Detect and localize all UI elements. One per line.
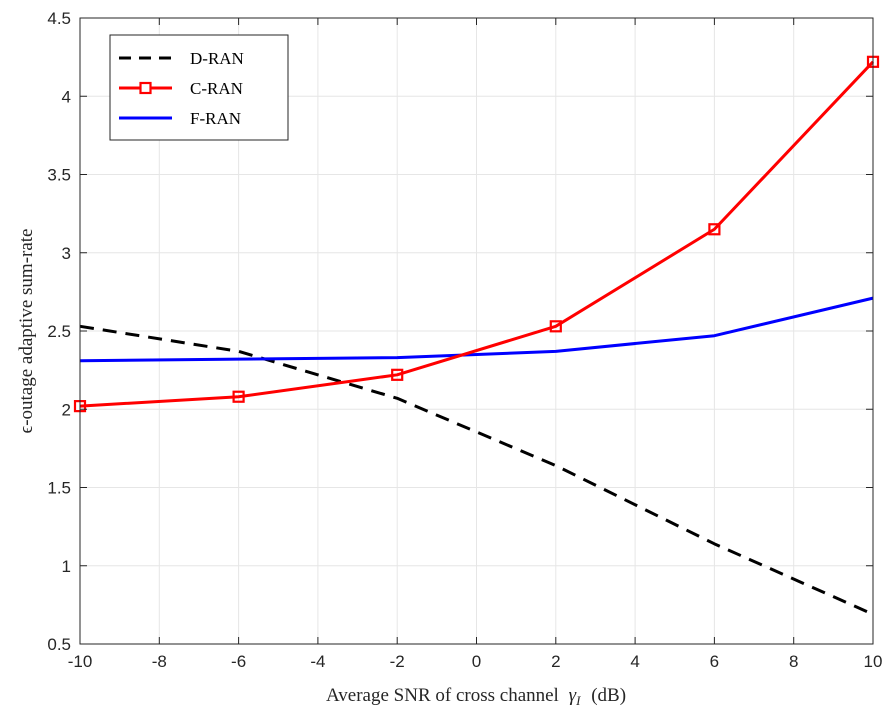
y-tick-label: 0.5 bbox=[47, 635, 71, 654]
y-tick-label: 3.5 bbox=[47, 166, 71, 185]
data-point-c-ran bbox=[232, 390, 245, 403]
y-axis-label: ϵ-outage adaptive sum-rate bbox=[16, 229, 37, 434]
x-tick-label: -4 bbox=[310, 652, 325, 671]
series-line-c-ran bbox=[79, 60, 875, 408]
x-tick-label: 4 bbox=[630, 652, 639, 671]
legend-label-f-ran: F-RAN bbox=[190, 109, 241, 128]
legend-label-c-ran: C-RAN bbox=[190, 79, 243, 98]
x-tick-label: 8 bbox=[789, 652, 798, 671]
y-tick-label: 2.5 bbox=[47, 322, 71, 341]
y-tick-label: 1 bbox=[62, 557, 71, 576]
tick-labels: -10 -8 -6 -4 -2 0 2 4 6 8 10 0.5 1 1.5 2 2.5 3 3.5 4 4.5 bbox=[47, 9, 882, 671]
series-line-f-ran bbox=[79, 296, 874, 363]
y-tick-label: 1.5 bbox=[47, 479, 71, 498]
ticks bbox=[79, 17, 874, 645]
legend-marker-c-ran bbox=[139, 81, 152, 95]
x-tick-label: 2 bbox=[551, 652, 560, 671]
x-tick-label: -10 bbox=[68, 652, 93, 671]
data-point-c-ran bbox=[549, 320, 562, 333]
y-tick-label: 4 bbox=[62, 87, 71, 106]
x-axis-label: Average SNR of cross channel γI (dB) bbox=[326, 685, 626, 710]
y-tick-label: 3 bbox=[62, 244, 71, 263]
x-tick-label: 0 bbox=[472, 652, 481, 671]
grid bbox=[80, 18, 873, 644]
x-tick-label: -6 bbox=[231, 652, 246, 671]
x-axis-label-unit: (dB) bbox=[591, 685, 626, 706]
x-axis-label-text: Average SNR of cross channel bbox=[326, 685, 559, 706]
y-tick-label: 2 bbox=[62, 400, 71, 419]
x-tick-label: 6 bbox=[710, 652, 719, 671]
x-tick-label: 10 bbox=[864, 652, 883, 671]
y-tick-label: 4.5 bbox=[47, 9, 71, 28]
x-axis-label-symbol: γ bbox=[569, 685, 577, 706]
data-point-c-ran bbox=[391, 368, 404, 381]
data-point-c-ran bbox=[708, 223, 721, 236]
x-tick-label: -8 bbox=[152, 652, 167, 671]
legend: D-RAN C-RAN F-RAN bbox=[109, 34, 289, 141]
legend-label-d-ran: D-RAN bbox=[190, 49, 244, 68]
x-axis-label-subscript: I bbox=[575, 693, 581, 708]
x-tick-label: -2 bbox=[390, 652, 405, 671]
